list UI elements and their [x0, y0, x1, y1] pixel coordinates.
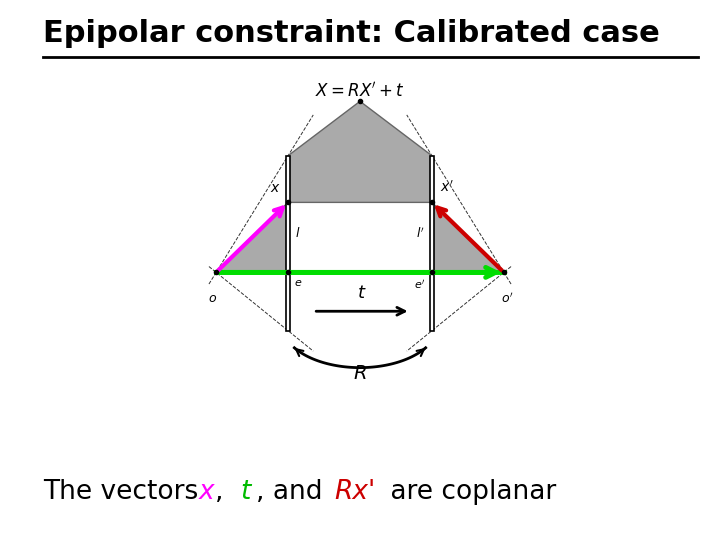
Polygon shape — [286, 156, 290, 330]
Text: $e$: $e$ — [294, 278, 302, 288]
Text: are coplanar: are coplanar — [382, 480, 556, 505]
Polygon shape — [430, 156, 434, 330]
Text: $o$: $o$ — [207, 292, 217, 305]
Text: x: x — [199, 480, 215, 505]
Polygon shape — [432, 202, 504, 272]
Text: $l'$: $l'$ — [416, 226, 425, 241]
Text: $l$: $l$ — [295, 226, 300, 240]
Text: $R$: $R$ — [353, 364, 367, 383]
Text: ,: , — [215, 480, 231, 505]
Text: $x'$: $x'$ — [440, 179, 454, 194]
Text: , and: , and — [256, 480, 331, 505]
Text: Rx': Rx' — [334, 480, 375, 505]
Text: $t$: $t$ — [357, 284, 366, 301]
Text: t: t — [240, 480, 251, 505]
Text: $x$: $x$ — [269, 180, 280, 194]
Text: Epipolar constraint: Calibrated case: Epipolar constraint: Calibrated case — [43, 19, 660, 48]
Polygon shape — [288, 102, 432, 202]
Polygon shape — [216, 202, 288, 272]
Text: The vectors: The vectors — [43, 480, 207, 505]
Text: $X = RX' + t$: $X = RX' + t$ — [315, 82, 405, 101]
Text: $o'$: $o'$ — [502, 292, 514, 306]
Text: $e'$: $e'$ — [414, 278, 426, 291]
